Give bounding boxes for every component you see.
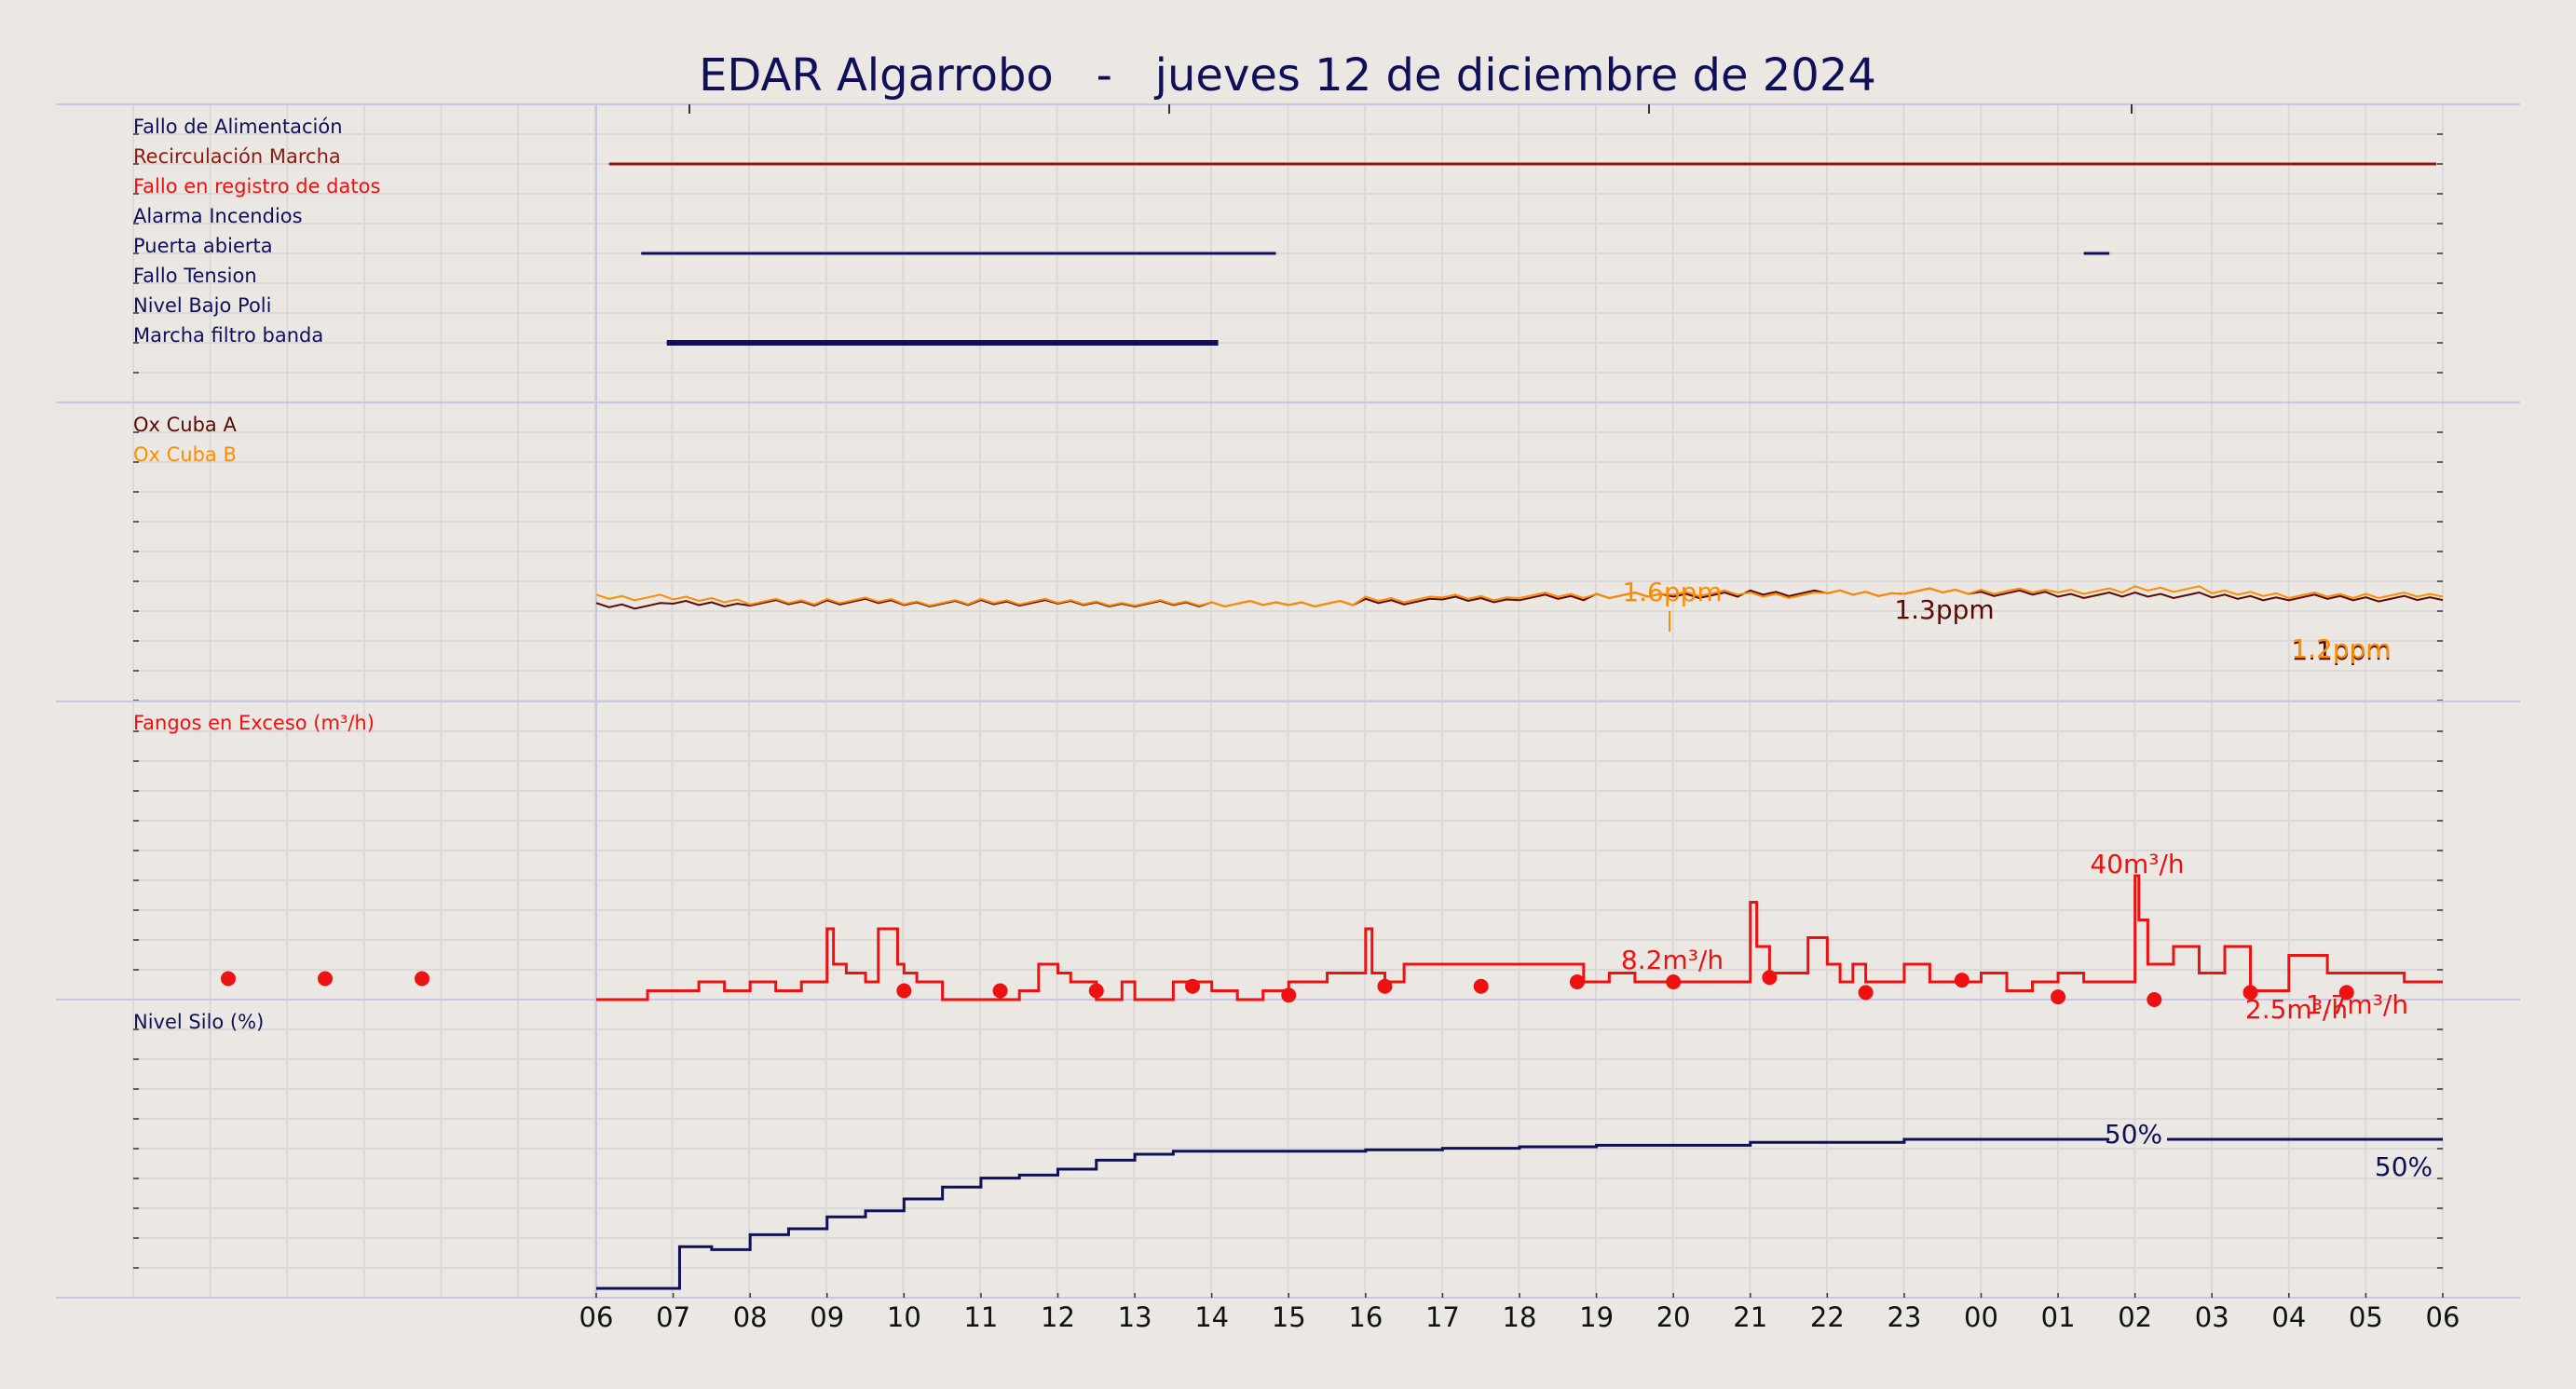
oxygen-annotation: 1.3ppm [1894, 594, 1994, 625]
signal-label: Marcha filtro banda [133, 324, 323, 347]
sludge-sample-dot [2051, 989, 2066, 1005]
x-tick-label: 15 [1272, 1301, 1306, 1333]
signal-label: Fallo Tension [133, 265, 257, 287]
sludge-annotation: 40m³/h [2090, 849, 2184, 879]
sludge-sample-dot [1088, 983, 1104, 999]
x-tick-label: 06 [579, 1301, 614, 1333]
signal-label: Puerta abierta [133, 235, 273, 257]
sludge-sample-dot [1185, 978, 1201, 994]
silo-annotation: 50% [2105, 1119, 2162, 1150]
signal-label: Alarma Incendios [133, 205, 303, 227]
x-tick-label: 08 [733, 1301, 768, 1333]
signal-label: Fallo de Alimentación [133, 116, 343, 138]
panel-digital-signals: Fallo de Alimentación Recirculación March… [133, 116, 2437, 347]
sludge-sample-dot [2147, 992, 2162, 1007]
sludge-sample-dot [1762, 970, 1778, 986]
sludge-sample-dot [896, 983, 912, 999]
x-tick-label: 14 [1194, 1301, 1229, 1333]
x-tick-label: 06 [2426, 1301, 2460, 1333]
sludge-sample-dot [318, 971, 333, 987]
silo-annotation: 50% [2375, 1151, 2433, 1182]
oxygen-annotation: 1.2ppm [2291, 633, 2391, 664]
x-tick-label: 21 [1733, 1301, 1767, 1333]
x-tick-label: 07 [656, 1301, 690, 1333]
sludge-sample-dot [1473, 978, 1489, 994]
sludge-sample-dot [1954, 973, 1969, 988]
panel-silo: Nivel Silo (%) 50% 50% [133, 1011, 2443, 1290]
oxygen-annotation: 1.6ppm [1622, 577, 1722, 607]
silo-line [596, 1137, 2110, 1290]
x-tick-label: 09 [810, 1301, 844, 1333]
sludge-annotation: 1.7m³/h [2306, 989, 2408, 1020]
x-tick-label: 03 [2195, 1301, 2229, 1333]
sludge-sample-dot [1858, 985, 1874, 1001]
x-tick-label: 13 [1118, 1301, 1152, 1333]
sludge-annotation: 2.5m³/h [2245, 994, 2348, 1025]
sludge-sample-dot [1666, 974, 1682, 989]
series-label: Ox Cuba A [133, 414, 237, 436]
x-tick-label: 17 [1425, 1301, 1460, 1333]
x-tick-label: 02 [2118, 1301, 2152, 1333]
x-tick-label: 10 [887, 1301, 921, 1333]
x-tick-label: 19 [1579, 1301, 1614, 1333]
x-tick-label: 05 [2349, 1301, 2383, 1333]
oxygen-line [595, 585, 2444, 608]
series-label: Ox Cuba B [133, 443, 237, 466]
sludge-sample-dot [1377, 978, 1393, 994]
x-tick-label: 01 [2041, 1301, 2076, 1333]
sludge-sample-dot [415, 971, 429, 987]
panel-oxygen: Ox Cuba A Ox Cuba B 1.6ppm 1.3ppm 1.1ppm1.2p… [133, 414, 2444, 666]
oxygen-annotation: 1.1ppm [2291, 635, 2391, 666]
sludge-line [596, 874, 2443, 1001]
series-label: Fangos en Exceso (m³/h) [133, 712, 375, 734]
panel-sludge: Fangos en Exceso (m³/h) 40m³/h 8.2m³/h 2.5m… [133, 712, 2443, 1025]
x-axis: 06 07 08 09 10 11 12 13 14 15 16 17 18 19 20 21 22 23 00 01… [579, 1293, 2460, 1333]
panel-separators [56, 103, 2520, 1299]
sludge-sample-dot [992, 983, 1008, 999]
signal-label: Fallo en registro de datos [133, 175, 380, 197]
x-tick-label: 18 [1503, 1301, 1537, 1333]
x-tick-label: 12 [1041, 1301, 1075, 1333]
sludge-annotation: 8.2m³/h [1621, 945, 1724, 975]
sludge-sample-dot [221, 971, 236, 987]
signal-label: Recirculación Marcha [133, 145, 341, 168]
x-tick-label: 20 [1656, 1301, 1691, 1333]
x-tick-label: 16 [1348, 1301, 1383, 1333]
sludge-sample-dot [2242, 985, 2258, 1001]
x-tick-label: 00 [1964, 1301, 1998, 1333]
x-tick-label: 22 [1810, 1301, 1845, 1333]
series-label: Nivel Silo (%) [133, 1011, 264, 1033]
sludge-sample-dot [1569, 974, 1585, 989]
x-tick-label: 23 [1887, 1301, 1921, 1333]
sludge-sample-dot [1281, 987, 1297, 1003]
signal-label: Nivel Bajo Poli [133, 294, 271, 317]
sludge-sample-dot [2338, 985, 2354, 1001]
x-tick-label: 11 [963, 1301, 998, 1333]
x-tick-label: 04 [2271, 1301, 2306, 1333]
chart-title: EDAR Algarrobo - jueves 12 de diciembre … [699, 49, 1876, 102]
